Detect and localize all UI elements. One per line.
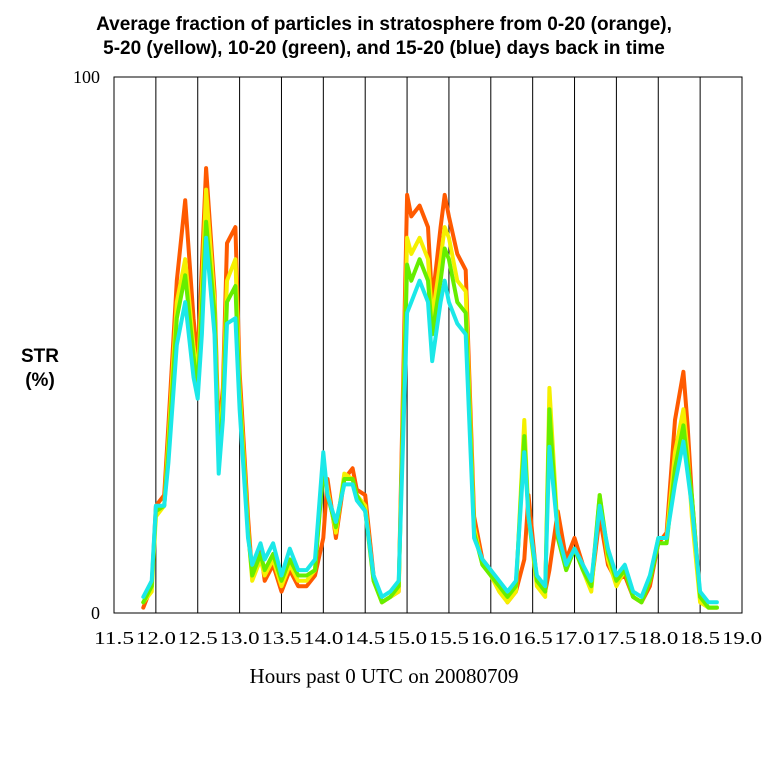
- chart-title-line-2: 5-20 (yellow), 10-20 (green), and 15-20 …: [103, 38, 665, 59]
- x-tick-label-2: 12.5: [178, 628, 218, 648]
- series-line-0: [141, 166, 719, 610]
- chart-title-line-1: Average fraction of particles in stratos…: [96, 14, 672, 35]
- y-axis-label-line-2: (%): [25, 370, 55, 391]
- x-tick-label-3: 13.0: [220, 628, 260, 648]
- y-tick-label-1: 0: [91, 603, 100, 623]
- x-tick-label-9: 16.0: [471, 628, 511, 648]
- plot-frame: [113, 76, 743, 614]
- y-tick-label-0: 100: [73, 67, 100, 87]
- y-axis-label-line-1: STR: [21, 346, 59, 367]
- x-tick-label-13: 18.0: [638, 628, 678, 648]
- x-tick-label-7: 15.0: [387, 628, 427, 648]
- x-tick-label-8: 15.5: [429, 628, 469, 648]
- x-tick-label-5: 14.0: [303, 628, 343, 648]
- x-tick-label-12: 17.5: [596, 628, 636, 648]
- x-axis-label: Hours past 0 UTC on 20080709: [250, 664, 519, 688]
- series-layer: [141, 166, 719, 610]
- chart-title: Average fraction of particles in stratos…: [96, 14, 672, 59]
- x-tick-label-15: 19.0: [722, 628, 762, 648]
- x-tick-labels: 11.5 12.0 12.5 13.0 13.5 14.0 14.5 15.0 15.5 16.0…: [94, 628, 762, 648]
- vertical-gridlines: [155, 77, 701, 613]
- y-axis-label: STR (%): [21, 346, 59, 391]
- x-tick-label-1: 12.0: [136, 628, 176, 648]
- x-tick-label-6: 14.5: [345, 628, 385, 648]
- series-line-3: [141, 235, 719, 605]
- x-tick-label-0: 11.5: [94, 628, 134, 648]
- x-tick-label-11: 17.0: [555, 628, 595, 648]
- y-tick-labels: 100 0: [73, 67, 100, 623]
- x-tick-label-4: 13.5: [262, 628, 302, 648]
- x-tick-label-14: 18.5: [680, 628, 720, 648]
- x-tick-label-10: 16.5: [513, 628, 553, 648]
